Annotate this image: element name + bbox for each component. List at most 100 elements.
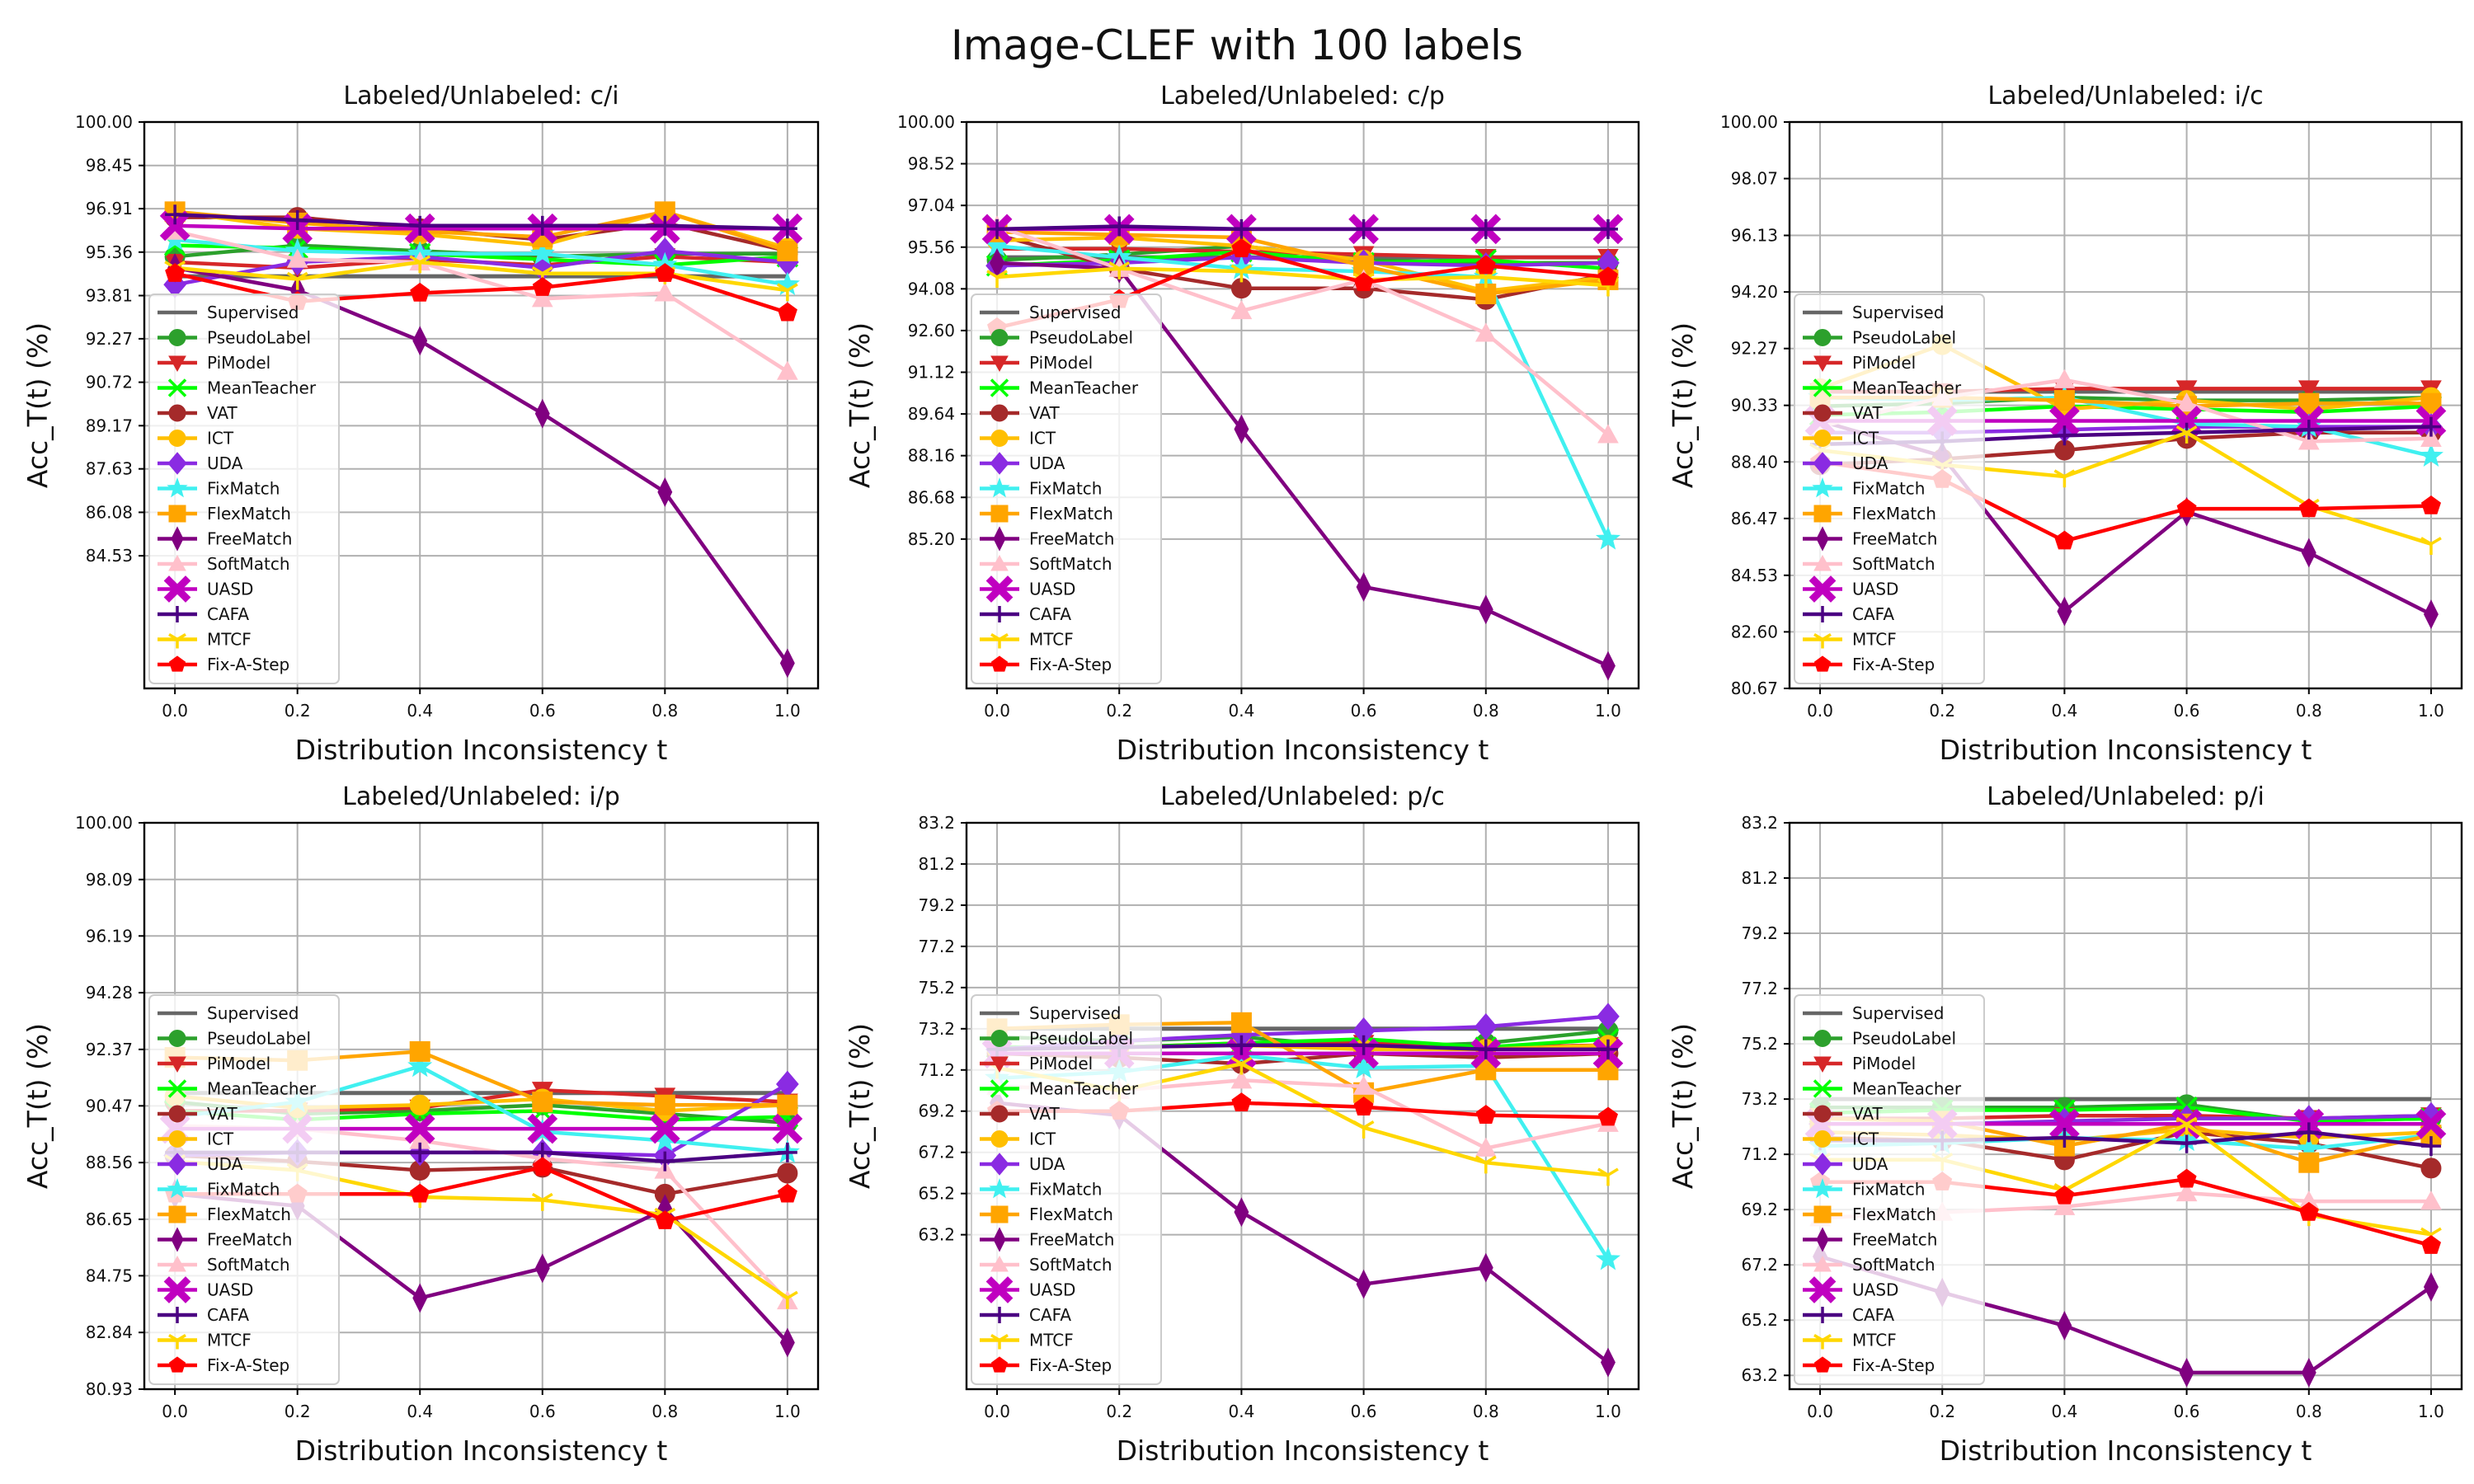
data-point-fix-a-step xyxy=(2420,1235,2441,1254)
data-point-uasd xyxy=(772,1113,803,1144)
data-point-mtcf xyxy=(1475,1155,1497,1174)
y-tick-label: 79.2 xyxy=(918,895,955,915)
x-tick-label: 0.2 xyxy=(1929,701,1955,721)
data-point-fix-a-step xyxy=(410,282,430,302)
legend-box xyxy=(1794,994,1985,1385)
data-point-freematch xyxy=(1600,650,1616,681)
data-point-freematch xyxy=(412,1283,428,1313)
data-point-ict xyxy=(409,1094,430,1115)
legend-marker-cafa xyxy=(1814,1307,1831,1323)
legend-marker-mtcf xyxy=(1813,1333,1832,1350)
y-tick-label: 100.00 xyxy=(1720,112,1778,132)
y-tick-label: 94.20 xyxy=(1731,282,1778,302)
data-point-uasd xyxy=(159,210,190,242)
y-tick-label: 73.2 xyxy=(1741,1089,1778,1109)
legend-marker-meanteacher xyxy=(990,1079,1009,1098)
legend-label-mtcf: MTCF xyxy=(1029,1331,1074,1350)
legend-label-ict: ICT xyxy=(1029,1129,1056,1149)
legend: Supervised PseudoLabel PiModel MeanTeacher V… xyxy=(971,294,1162,684)
y-tick-label: 95.56 xyxy=(908,237,955,257)
data-point-fix-a-step xyxy=(655,1210,675,1229)
y-tick-label: 79.2 xyxy=(1741,923,1778,943)
legend-marker-vat xyxy=(990,404,1009,422)
legend: Supervised PseudoLabel PiModel MeanTeacher V… xyxy=(1794,994,1985,1385)
x-axis-label: Distribution Inconsistency t xyxy=(295,1435,668,1467)
legend-marker-cafa xyxy=(169,606,186,622)
data-point-cafa xyxy=(1475,1039,1496,1059)
legend-marker-fixmatch xyxy=(167,1178,188,1199)
y-tick-label: 95.36 xyxy=(86,242,133,262)
legend-label-uasd: UASD xyxy=(1852,1280,1898,1300)
data-point-fix-a-step xyxy=(532,1157,553,1176)
y-tick-label: 86.47 xyxy=(1731,509,1778,528)
legend-box xyxy=(148,994,340,1385)
legend-marker-mtcf xyxy=(990,632,1009,649)
legend-marker-pimodel xyxy=(1813,355,1832,373)
x-tick-label: 0.2 xyxy=(1106,701,1132,721)
legend-marker-freematch xyxy=(1816,1227,1829,1252)
y-tick-label: 90.72 xyxy=(86,373,133,392)
data-point-fixmatch xyxy=(407,1053,433,1078)
data-point-fix-a-step xyxy=(777,1183,797,1203)
legend-marker-vat xyxy=(168,404,186,422)
data-point-freematch xyxy=(2301,1357,2316,1388)
legend-label-supervised: Supervised xyxy=(207,303,299,322)
legend-label-mtcf: MTCF xyxy=(1852,1331,1897,1350)
data-point-softmatch xyxy=(2053,1195,2076,1215)
legend-marker-flexmatch xyxy=(990,505,1009,523)
legend-label-pimodel: PiModel xyxy=(1029,353,1093,373)
data-point-mtcf xyxy=(1108,261,1131,279)
y-tick-label: 98.09 xyxy=(86,870,133,890)
data-point-cafa xyxy=(410,215,430,236)
legend-marker-uda xyxy=(990,452,1009,475)
legend-label-uasd: UASD xyxy=(207,580,253,599)
x-tick-label: 0.6 xyxy=(1351,1402,1377,1421)
data-point-mtcf xyxy=(2053,469,2076,488)
legend-label-flexmatch: FlexMatch xyxy=(207,504,291,524)
legend-label-meanteacher: MeanTeacher xyxy=(1029,378,1139,398)
data-point-cafa xyxy=(1597,218,1618,239)
y-tick-label: 88.56 xyxy=(86,1153,133,1172)
legend-marker-pseudolabel xyxy=(1813,329,1832,346)
x-axis-label: Distribution Inconsistency t xyxy=(1117,1435,1489,1467)
data-point-freematch xyxy=(2057,596,2072,627)
legend-marker-meanteacher xyxy=(1813,1079,1832,1098)
legend-label-mtcf: MTCF xyxy=(207,1331,252,1350)
legend-marker-mtcf xyxy=(1813,632,1832,649)
data-point-flexmatch xyxy=(532,1092,553,1113)
legend-label-fix-a-step: Fix-A-Step xyxy=(1029,1355,1112,1375)
legend-label-cafa: CAFA xyxy=(1852,604,1894,624)
x-tick-label: 0.4 xyxy=(407,701,433,721)
y-tick-label: 80.93 xyxy=(86,1379,133,1399)
data-point-softmatch xyxy=(2175,1182,2198,1202)
legend-box xyxy=(971,994,1162,1385)
legend-marker-fix-a-step xyxy=(990,655,1009,672)
y-tick-label: 86.08 xyxy=(86,502,133,522)
data-point-fix-a-step xyxy=(1475,1105,1496,1124)
y-axis-label: Acc_T(t) (%) xyxy=(844,322,876,488)
data-point-mtcf xyxy=(2420,537,2442,555)
data-point-mtcf xyxy=(1230,1056,1253,1075)
y-tick-label: 69.2 xyxy=(918,1101,955,1121)
y-tick-label: 69.2 xyxy=(1741,1200,1778,1219)
legend: Supervised PseudoLabel PiModel MeanTeacher V… xyxy=(148,294,340,684)
data-point-flexmatch xyxy=(2298,1152,2320,1173)
legend-marker-meanteacher xyxy=(167,1079,187,1098)
data-point-fix-a-step xyxy=(1231,1092,1252,1111)
legend-marker-freematch xyxy=(993,526,1006,552)
y-tick-label: 92.27 xyxy=(86,329,133,349)
y-tick-label: 63.2 xyxy=(1741,1365,1778,1385)
x-tick-label: 0.2 xyxy=(285,1402,311,1421)
legend-marker-fixmatch xyxy=(1812,1178,1833,1199)
y-tick-label: 100.00 xyxy=(75,813,133,833)
series-line-uda xyxy=(174,249,788,287)
data-point-fix-a-step xyxy=(1475,255,1496,275)
legend-marker-pseudolabel xyxy=(168,329,186,346)
x-tick-label: 0.4 xyxy=(1229,701,1255,721)
legend-label-uda: UDA xyxy=(1852,453,1888,473)
x-tick-label: 1.0 xyxy=(2418,701,2444,721)
legend-marker-cafa xyxy=(169,1307,186,1323)
legend-label-flexmatch: FlexMatch xyxy=(1852,1205,1936,1224)
legend-label-pseudolabel: PseudoLabel xyxy=(1852,328,1956,348)
data-point-fix-a-step xyxy=(165,263,186,282)
